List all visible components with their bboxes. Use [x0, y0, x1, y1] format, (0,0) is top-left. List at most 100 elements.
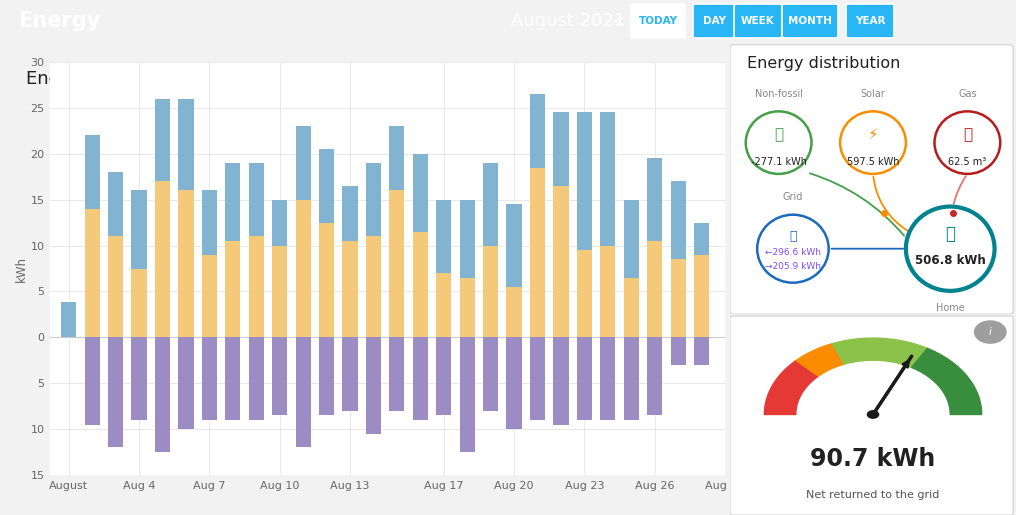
- Bar: [202, 337, 217, 420]
- Bar: [84, 337, 100, 424]
- Bar: [319, 337, 334, 415]
- Bar: [179, 191, 194, 337]
- FancyBboxPatch shape: [731, 316, 1013, 515]
- Bar: [249, 163, 264, 236]
- Text: 🗼: 🗼: [789, 230, 797, 243]
- Text: Energy: Energy: [18, 11, 101, 31]
- Bar: [694, 337, 709, 365]
- Bar: [342, 337, 358, 411]
- Bar: [272, 337, 288, 415]
- Text: i: i: [989, 327, 992, 337]
- Bar: [694, 222, 709, 255]
- Bar: [226, 163, 241, 241]
- Bar: [554, 186, 569, 337]
- Bar: [179, 99, 194, 191]
- Bar: [600, 337, 616, 420]
- Bar: [154, 181, 170, 337]
- Text: Home: Home: [936, 303, 964, 313]
- Bar: [436, 200, 451, 273]
- Bar: [483, 246, 498, 337]
- Bar: [296, 337, 311, 448]
- Bar: [671, 337, 686, 365]
- Bar: [483, 163, 498, 246]
- Bar: [366, 163, 381, 236]
- Bar: [412, 154, 428, 232]
- FancyBboxPatch shape: [731, 45, 1013, 314]
- Text: MONTH: MONTH: [788, 16, 832, 26]
- Bar: [272, 246, 288, 337]
- FancyBboxPatch shape: [693, 4, 735, 38]
- Text: -277.1 kWh: -277.1 kWh: [751, 157, 807, 167]
- Text: 90.7 kWh: 90.7 kWh: [811, 447, 936, 471]
- Bar: [131, 268, 146, 337]
- Bar: [296, 200, 311, 337]
- Bar: [600, 112, 616, 246]
- Bar: [506, 287, 521, 337]
- Text: YEAR: YEAR: [854, 16, 885, 26]
- Text: Solar: Solar: [861, 89, 885, 99]
- Bar: [226, 337, 241, 420]
- Text: 597.5 kWh: 597.5 kWh: [846, 157, 899, 167]
- Bar: [389, 191, 404, 337]
- Bar: [131, 191, 146, 268]
- Bar: [61, 302, 76, 337]
- Text: 506.8 kWh: 506.8 kWh: [914, 254, 986, 267]
- Bar: [694, 255, 709, 337]
- Bar: [319, 149, 334, 222]
- Text: August 2021: August 2021: [511, 12, 625, 30]
- Bar: [554, 112, 569, 186]
- Bar: [366, 337, 381, 434]
- Bar: [459, 200, 474, 278]
- Bar: [389, 126, 404, 191]
- Bar: [202, 255, 217, 337]
- Polygon shape: [911, 348, 981, 415]
- FancyBboxPatch shape: [734, 4, 782, 38]
- Bar: [624, 278, 639, 337]
- Bar: [554, 337, 569, 424]
- Bar: [412, 337, 428, 420]
- Text: Gas: Gas: [958, 89, 976, 99]
- Bar: [319, 222, 334, 337]
- Bar: [202, 191, 217, 255]
- Text: DAY: DAY: [702, 16, 725, 26]
- Bar: [296, 126, 311, 200]
- Bar: [84, 209, 100, 337]
- Bar: [108, 172, 123, 236]
- Text: ⚡: ⚡: [868, 127, 879, 142]
- Text: ←296.6 kWh: ←296.6 kWh: [765, 248, 821, 258]
- Polygon shape: [832, 338, 928, 368]
- Bar: [154, 337, 170, 452]
- Text: Non-fossil: Non-fossil: [755, 89, 803, 99]
- Bar: [577, 250, 592, 337]
- Text: <: <: [612, 13, 625, 28]
- Bar: [131, 337, 146, 420]
- Bar: [506, 337, 521, 429]
- Bar: [506, 204, 521, 287]
- Text: 🔥: 🔥: [963, 127, 972, 142]
- Bar: [671, 181, 686, 260]
- Bar: [624, 200, 639, 278]
- Text: 62.5 m³: 62.5 m³: [948, 157, 987, 167]
- Bar: [249, 337, 264, 420]
- Bar: [342, 186, 358, 241]
- Bar: [647, 159, 662, 241]
- Text: 🌿: 🌿: [774, 127, 783, 142]
- Circle shape: [974, 321, 1006, 343]
- Bar: [154, 99, 170, 181]
- Polygon shape: [797, 344, 844, 376]
- Bar: [624, 337, 639, 420]
- Bar: [577, 337, 592, 420]
- Bar: [108, 236, 123, 337]
- Circle shape: [867, 410, 879, 419]
- Bar: [577, 112, 592, 250]
- Bar: [600, 246, 616, 337]
- Bar: [530, 94, 546, 167]
- Bar: [483, 337, 498, 411]
- Bar: [272, 200, 288, 246]
- Text: →205.9 kWh: →205.9 kWh: [765, 262, 821, 271]
- Text: 🏠: 🏠: [945, 225, 955, 243]
- Bar: [671, 260, 686, 337]
- Bar: [226, 241, 241, 337]
- Text: WEEK: WEEK: [741, 16, 775, 26]
- Bar: [179, 337, 194, 429]
